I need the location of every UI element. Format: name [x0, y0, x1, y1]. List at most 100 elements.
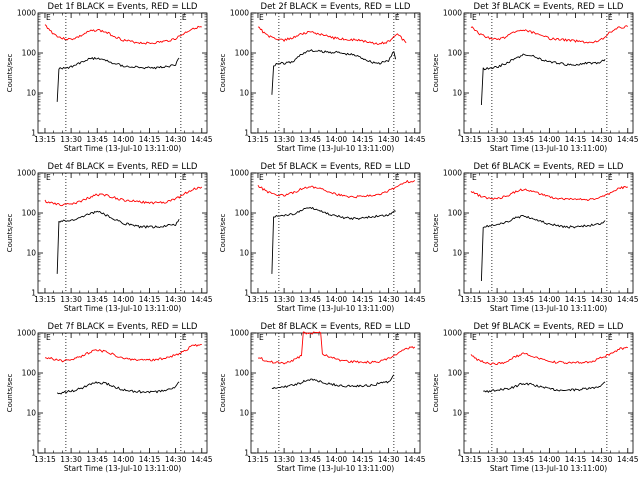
events-series-line	[271, 49, 397, 95]
y-tick-label: 100	[22, 369, 37, 378]
chart-title: Det 4f BLACK = Events, RED = LLD	[48, 162, 198, 172]
plot-frame	[250, 12, 421, 134]
x-axis-label: Start Time (13-Jul-10 13:11:00)	[490, 144, 607, 153]
y-tick-label: 1	[457, 449, 462, 458]
y-tick-label: 1000	[230, 169, 249, 178]
event-marker-label: E	[46, 333, 51, 342]
x-tick-label: 13:30	[486, 455, 508, 464]
y-tick-label: 10	[239, 409, 249, 418]
events-series-line	[56, 381, 180, 395]
y-tick-label: 1000	[443, 9, 462, 18]
plot-frame	[463, 12, 634, 134]
x-tick-label: 13:15	[460, 295, 482, 304]
chart-svg: Det 7f BLACK = Events, RED = LLD 1 10 100 10…	[6, 322, 213, 473]
y-tick-label: 1	[457, 129, 462, 138]
x-tick-label: 13:45	[86, 295, 108, 304]
x-tick-label: 14:30	[591, 295, 613, 304]
chart-svg: Det 1f BLACK = Events, RED = LLD 1 10 100 10…	[6, 2, 213, 153]
x-tick-label: 14:30	[378, 455, 400, 464]
x-tick-label: 14:15	[139, 135, 161, 144]
y-tick-label: 100	[235, 49, 250, 58]
detector-panel-1: Det 1f BLACK = Events, RED = LLD 1 10 100 10…	[0, 0, 213, 160]
chart-title: Det 5f BLACK = Events, RED = LLD	[261, 162, 411, 172]
lld-series-line	[44, 186, 203, 207]
y-tick-label: 100	[235, 209, 250, 218]
x-tick-label: 14:30	[378, 295, 400, 304]
x-tick-label: 13:15	[247, 135, 269, 144]
event-marker-label: E	[472, 173, 477, 182]
chart-title: Det 7f BLACK = Events, RED = LLD	[48, 322, 198, 332]
x-axis-label: Start Time (13-Jul-10 13:11:00)	[277, 464, 394, 473]
x-tick-label: 14:45	[404, 295, 426, 304]
x-tick-label: 13:45	[512, 455, 534, 464]
y-axis-label: Counts/sec	[6, 374, 14, 413]
y-axis-label: Counts/sec	[6, 54, 14, 93]
x-tick-label: 14:30	[165, 135, 187, 144]
event-marker-label: E	[259, 13, 264, 22]
lld-series-line	[470, 25, 629, 44]
events-series-line	[480, 53, 606, 106]
chart-title: Det 8f BLACK = Events, RED = LLD	[261, 322, 411, 332]
event-marker-label: E	[608, 333, 613, 342]
x-tick-label: 13:30	[60, 455, 82, 464]
lld-series-line	[257, 180, 416, 199]
x-tick-label: 14:45	[191, 135, 213, 144]
x-tick-label: 14:00	[113, 135, 135, 144]
events-series-line	[271, 206, 396, 274]
y-tick-label: 10	[26, 249, 36, 258]
y-tick-label: 1000	[230, 9, 249, 18]
chart-title: Det 3f BLACK = Events, RED = LLD	[474, 2, 624, 12]
y-tick-label: 1	[244, 449, 249, 458]
detector-panel-4: Det 4f BLACK = Events, RED = LLD 1 10 100 10…	[0, 160, 213, 320]
x-tick-label: 13:15	[34, 295, 56, 304]
event-marker-label: E	[46, 173, 51, 182]
detector-panel-3: Det 3f BLACK = Events, RED = LLD 1 10 100 10…	[426, 0, 639, 160]
x-tick-label: 14:45	[617, 135, 639, 144]
y-tick-label: 10	[239, 249, 249, 258]
x-tick-label: 13:15	[34, 135, 56, 144]
event-marker-label: E	[608, 173, 613, 182]
chart-title: Det 1f BLACK = Events, RED = LLD	[48, 2, 198, 12]
x-tick-label: 13:15	[247, 295, 269, 304]
lld-series-line	[257, 331, 416, 365]
x-axis-label: Start Time (13-Jul-10 13:11:00)	[277, 144, 394, 153]
plot-frame	[37, 12, 208, 134]
event-marker-label: E	[259, 333, 264, 342]
x-tick-label: 13:30	[60, 135, 82, 144]
x-tick-label: 14:30	[591, 135, 613, 144]
x-tick-label: 14:00	[539, 455, 561, 464]
x-tick-label: 14:15	[565, 295, 587, 304]
event-marker-label: E	[395, 333, 400, 342]
x-tick-label: 14:00	[326, 455, 348, 464]
y-tick-label: 1	[31, 129, 36, 138]
x-tick-label: 14:30	[165, 295, 187, 304]
x-tick-label: 13:15	[247, 455, 269, 464]
x-tick-label: 13:30	[486, 135, 508, 144]
event-marker-label: E	[472, 333, 477, 342]
x-tick-label: 13:30	[486, 295, 508, 304]
x-tick-label: 13:45	[299, 135, 321, 144]
events-series-line	[480, 214, 606, 282]
y-tick-label: 100	[448, 209, 463, 218]
y-tick-label: 1000	[443, 169, 462, 178]
x-tick-label: 14:15	[352, 295, 374, 304]
x-axis-label: Start Time (13-Jul-10 13:11:00)	[277, 304, 394, 313]
x-axis-label: Start Time (13-Jul-10 13:11:00)	[64, 144, 181, 153]
y-axis-label: Counts/sec	[219, 214, 227, 253]
x-tick-label: 14:00	[539, 135, 561, 144]
plot-frame	[250, 172, 421, 294]
y-tick-label: 10	[452, 89, 462, 98]
x-axis-label: Start Time (13-Jul-10 13:11:00)	[64, 464, 181, 473]
x-tick-label: 13:15	[460, 455, 482, 464]
chart-title: Det 6f BLACK = Events, RED = LLD	[474, 162, 624, 172]
x-tick-label: 14:15	[139, 455, 161, 464]
y-tick-label: 1	[31, 449, 36, 458]
x-tick-label: 13:45	[299, 455, 321, 464]
x-tick-label: 14:30	[165, 455, 187, 464]
y-tick-label: 100	[22, 209, 37, 218]
event-marker-label: E	[46, 13, 51, 22]
lld-series-line	[44, 343, 202, 363]
x-tick-label: 14:45	[404, 135, 426, 144]
y-axis-label: Counts/sec	[432, 214, 440, 253]
